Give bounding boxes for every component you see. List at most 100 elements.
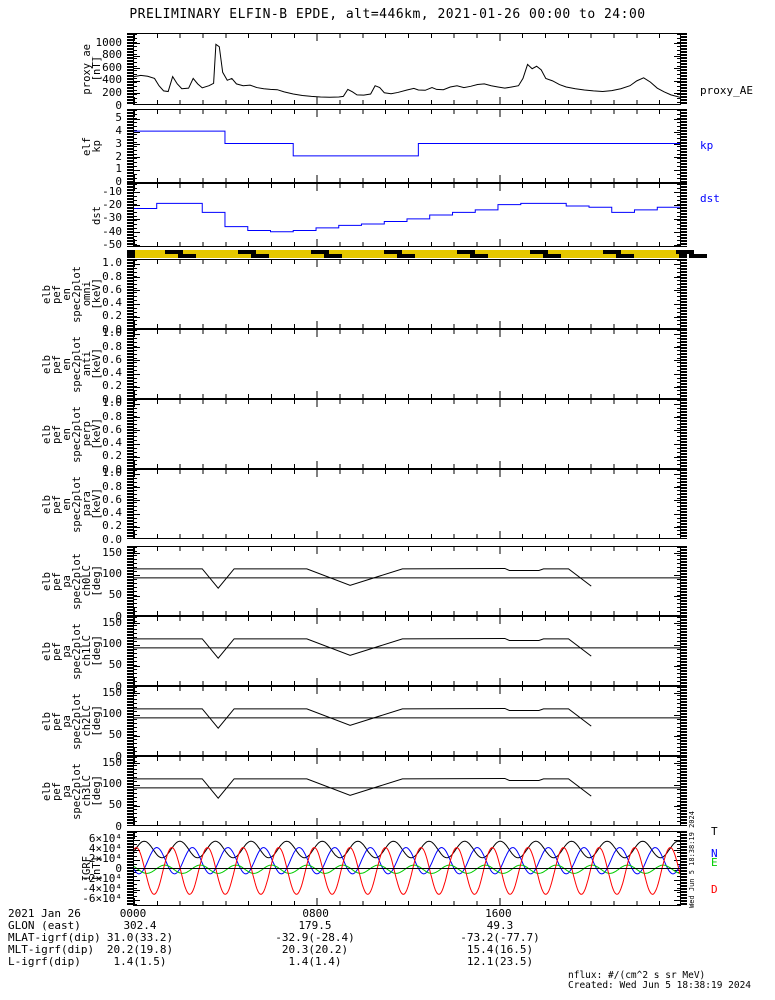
y-major-tick-left — [134, 456, 140, 458]
x-minor-ticks-bottom — [134, 464, 680, 468]
nflux-units-note: nflux: #/(cm^2 s sr MeV) — [568, 970, 706, 981]
panel-curves-pa_ch0 — [134, 547, 680, 615]
y-major-tick-right — [674, 398, 680, 399]
y-axis-tick-comb-left — [127, 469, 133, 539]
y-tick-label: 0.2 — [102, 449, 122, 463]
y-major-tick-right — [674, 755, 680, 756]
y-major-tick-left — [134, 245, 140, 247]
y-tick-label: 0 — [115, 175, 122, 189]
footer-value: 49.3 — [486, 919, 514, 932]
y-major-tick-left — [134, 889, 140, 891]
y-major-tick-right — [674, 417, 680, 419]
x-tick-label-1600: 1600 — [485, 907, 512, 920]
y-axis-label-line: [deg] — [91, 635, 103, 667]
coverage-dash — [457, 250, 475, 254]
y-tick-label: 100 — [102, 567, 122, 581]
footer-value: 20.2(19.8) — [106, 943, 174, 956]
y-tick-label: 0.0 — [102, 532, 122, 546]
y-axis-label-line: [deg] — [91, 775, 103, 807]
y-minor-ticks-left — [134, 400, 137, 468]
y-minor-ticks-left — [134, 260, 137, 328]
loss_cone_ch0LC-curve — [134, 778, 591, 798]
y-tick-label: 600 — [102, 60, 122, 74]
y-tick-label: -40 — [102, 224, 122, 238]
y-major-tick-left — [134, 755, 140, 756]
y-major-tick-right — [674, 347, 680, 349]
y-major-tick-right — [674, 665, 680, 667]
y-tick-label: -30 — [102, 211, 122, 225]
x-minor-ticks-bottom — [134, 324, 680, 328]
panel-proxy_ae — [127, 33, 687, 105]
panel-en_perp — [127, 399, 687, 469]
y-minor-ticks-right — [677, 330, 680, 398]
footer-row-label: MLT-igrf(dip) — [8, 943, 95, 956]
y-tick-label: 150 — [102, 685, 122, 699]
y-major-tick-left — [134, 595, 140, 597]
panel-en_omni — [127, 259, 687, 329]
loss_cone_ch0LC-curve — [134, 708, 591, 728]
y-major-tick-right — [674, 574, 680, 576]
panel-y-axis-label: elb pef pa spec2plot ch3LC [deg] — [28, 756, 103, 826]
x-major-ticks-top — [134, 260, 680, 267]
y-tick-label: -20 — [102, 197, 122, 211]
x-axis-date-label: 2021 Jan 26 — [8, 907, 81, 920]
coverage-dash — [676, 250, 694, 254]
loss_cone_ch0LC-curve — [134, 638, 591, 658]
y-major-tick-left — [134, 879, 140, 881]
coverage-dash — [251, 254, 269, 258]
y-major-tick-right — [674, 714, 680, 716]
right-label-proxy_ae: proxy_AE — [700, 84, 753, 97]
x-tick-label-0800: 0800 — [302, 907, 329, 920]
footer-row-label: MLAT-igrf(dip) — [8, 931, 101, 944]
right-label-e: E — [711, 856, 718, 869]
y-major-tick-left — [134, 263, 140, 265]
y-major-tick-right — [674, 763, 680, 765]
y-tick-label: 800 — [102, 48, 122, 62]
panel-curves-proxy_ae — [134, 34, 680, 104]
y-tick-label: 3 — [115, 136, 122, 150]
y-tick-label: 50 — [108, 798, 122, 812]
y-major-tick-left — [134, 403, 140, 405]
coverage-dash — [616, 254, 634, 258]
x-major-ticks-bottom — [134, 321, 680, 328]
y-tick-label: 0.0 — [102, 462, 122, 476]
y-major-tick-right — [674, 360, 680, 362]
x-major-ticks-top — [134, 400, 680, 407]
y-major-tick-left — [134, 373, 140, 375]
coverage-dash — [470, 254, 488, 258]
y-tick-label: 0.4 — [102, 296, 122, 310]
y-major-tick-left — [134, 43, 140, 45]
y-tick-label: 0.6 — [102, 492, 122, 506]
y-major-tick-left — [134, 218, 140, 220]
y-major-tick-left — [134, 398, 140, 399]
y-major-tick-right — [674, 553, 680, 555]
x-major-ticks-bottom — [134, 461, 680, 468]
y-major-tick-left — [134, 644, 140, 646]
y-major-tick-right — [674, 169, 680, 171]
plot-title: PRELIMINARY ELFIN-B EPDE, alt=446km, 202… — [129, 7, 646, 22]
coverage-dash — [603, 250, 621, 254]
y-major-tick-left — [134, 192, 140, 193]
y-axis-label-line: [keV] — [91, 418, 103, 450]
y-major-tick-left — [134, 333, 140, 335]
y-major-tick-left — [134, 763, 140, 765]
y-major-tick-right — [674, 290, 680, 292]
y-major-tick-right — [674, 333, 680, 335]
y-tick-label: 1.0 — [102, 466, 122, 480]
x-minor-ticks-top — [134, 260, 680, 264]
y-axis-tick-comb-left — [127, 616, 133, 686]
y-tick-label: 6×10⁴ — [88, 832, 122, 845]
panel-y-axis-label: elb pef pa spec2plot ch1LC [deg] — [28, 616, 103, 686]
y-tick-label: 100 — [102, 777, 122, 791]
coverage-dash — [543, 254, 561, 258]
y-tick-label: -10 — [102, 184, 122, 198]
y-major-tick-right — [674, 316, 680, 318]
y-major-tick-left — [134, 468, 140, 469]
y-axis-label-line: [keV] — [91, 278, 103, 310]
y-major-tick-right — [674, 473, 680, 475]
y-major-tick-right — [674, 644, 680, 646]
y-axis-tick-comb-right — [681, 831, 687, 906]
panel-pa_ch2 — [127, 686, 687, 756]
y-major-tick-right — [674, 277, 680, 279]
panel-y-axis-label: IGRF [nT] — [28, 831, 103, 906]
